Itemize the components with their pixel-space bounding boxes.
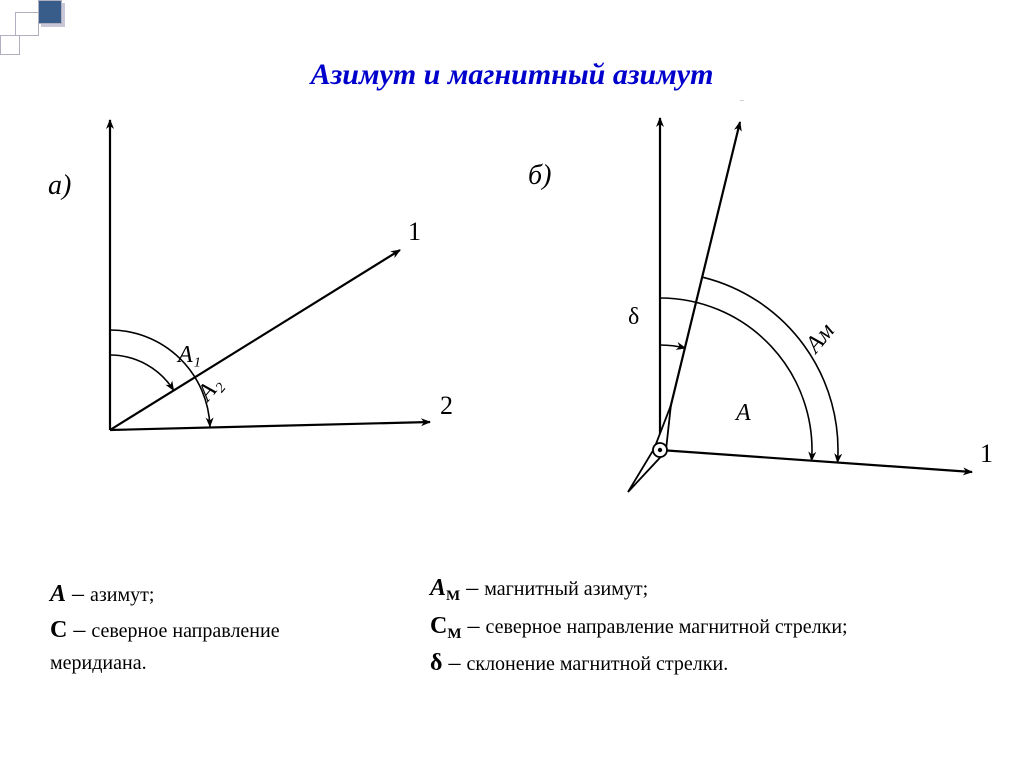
svg-text:δ: δ	[628, 304, 639, 330]
svg-text:A: A	[734, 400, 751, 426]
legend-symbol: A	[430, 575, 446, 601]
legend-item: δ – склонение магнитной стрелки.	[430, 645, 848, 681]
diagram-b: СCᴍ1δAAᴍ б)	[520, 100, 1010, 520]
panel-label-a: а)	[48, 170, 71, 202]
corner-square-2	[38, 0, 62, 24]
legend-subscript: М	[447, 626, 461, 642]
diagram-a: С12A₁A₂ а)	[30, 100, 490, 500]
legend-symbol: С	[50, 617, 67, 643]
legend-symbol: A	[50, 581, 66, 607]
legend-dash: –	[442, 650, 466, 676]
svg-text:Cᴍ: Cᴍ	[732, 100, 766, 106]
legend-symbol: δ	[430, 650, 442, 676]
legend-item: С – северное направление меридиана.	[50, 612, 380, 678]
legend-symbol: С	[430, 613, 447, 639]
legend-text: склонение магнитной стрелки.	[466, 653, 728, 675]
legend-dash: –	[66, 581, 90, 607]
svg-text:Aᴍ: Aᴍ	[799, 318, 839, 359]
legend-text: магнитный азимут;	[484, 578, 648, 600]
diagram-a-svg: С12A₁A₂	[30, 100, 490, 500]
diagram-b-svg: СCᴍ1δAAᴍ	[520, 100, 1010, 520]
legend-item: СМ – северное направление магнитной стре…	[430, 608, 848, 646]
corner-square-3	[0, 35, 20, 55]
svg-text:1: 1	[980, 439, 993, 468]
legend-text: северное направление магнитной стрелки;	[486, 616, 848, 638]
legend-text: азимут;	[90, 584, 154, 606]
legend-right: AМ – магнитный азимут;СМ – северное напр…	[430, 570, 848, 681]
panel-label-b: б)	[528, 160, 551, 192]
legend-subscript: М	[446, 588, 460, 604]
svg-text:A₁: A₁	[176, 342, 201, 368]
legend-dash: –	[460, 575, 484, 601]
legend-item: AМ – магнитный азимут;	[430, 570, 848, 608]
corner-square-1	[15, 12, 39, 36]
legend-dash: –	[67, 617, 91, 643]
svg-text:2: 2	[440, 391, 453, 420]
svg-text:1: 1	[408, 217, 421, 246]
page-title: Азимут и магнитный азимут	[0, 58, 1024, 92]
legend-item: A – азимут;	[50, 576, 380, 612]
legend-left: A – азимут;С – северное направление мери…	[50, 576, 380, 678]
legend-dash: –	[462, 613, 486, 639]
